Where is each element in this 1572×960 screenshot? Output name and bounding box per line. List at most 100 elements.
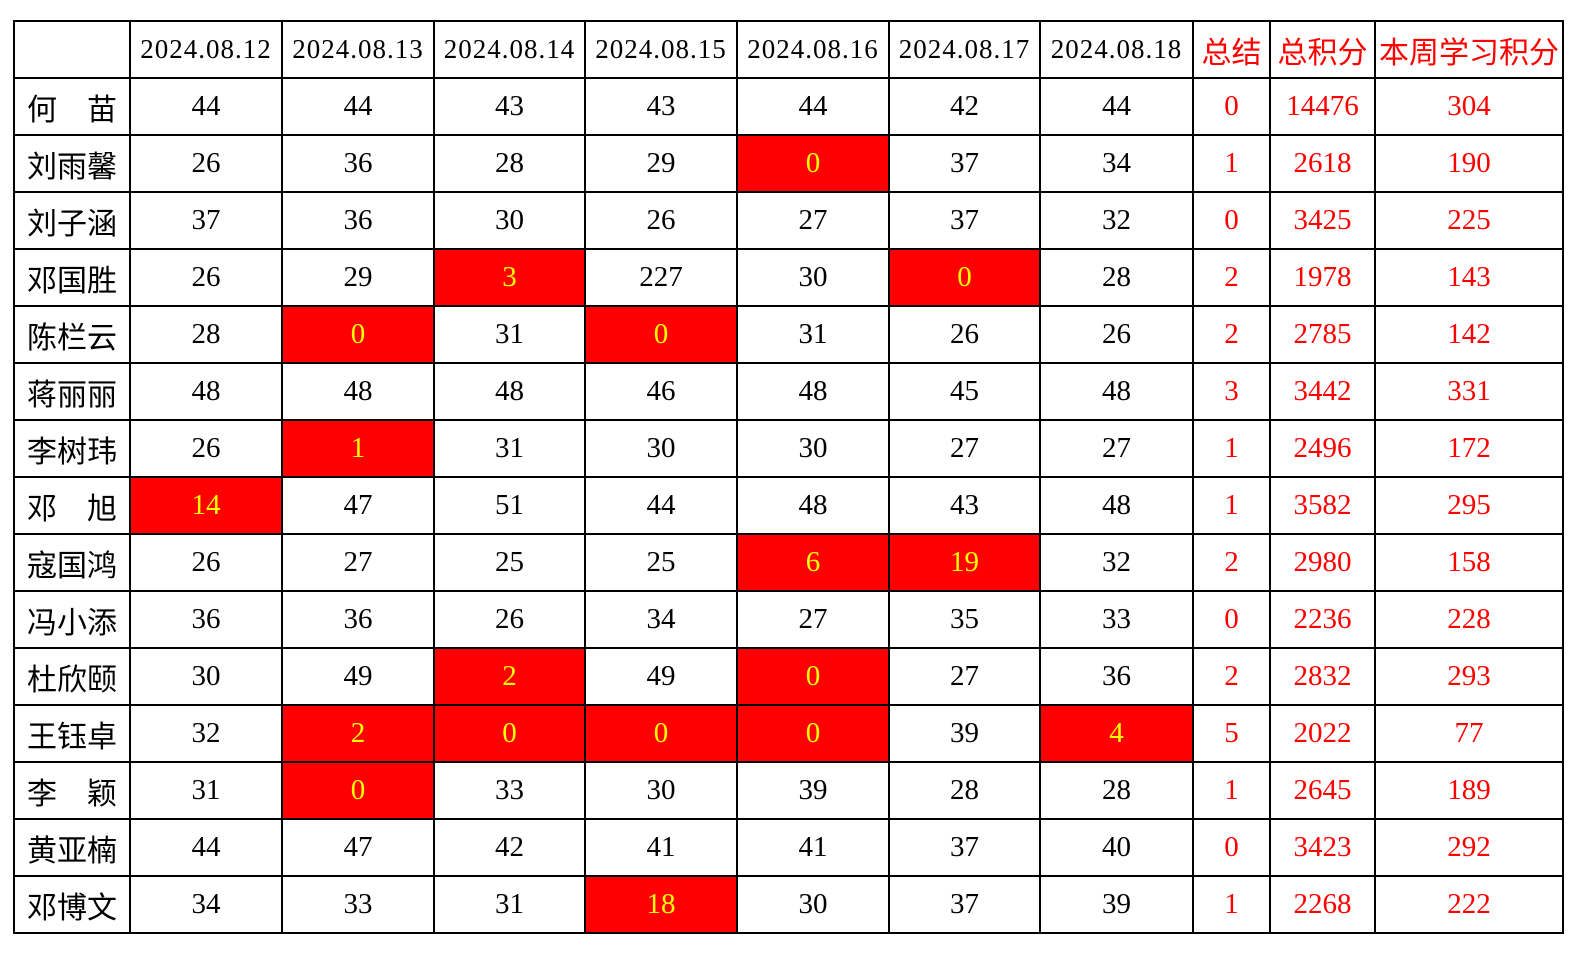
- daily-score-cell: 34: [129, 875, 283, 934]
- daily-score-cell: 25: [584, 533, 738, 592]
- total-cell: 2618: [1269, 134, 1376, 193]
- daily-score-cell: 48: [1039, 362, 1194, 421]
- summary-cell: 1: [1192, 476, 1271, 535]
- daily-score-cell-highlighted: 0: [281, 761, 435, 820]
- daily-score-cell: 48: [281, 362, 435, 421]
- name-character: 杜: [27, 663, 57, 697]
- total-cell: 2645: [1269, 761, 1376, 820]
- name-character: 鸿: [87, 549, 117, 583]
- name-character: 苗: [87, 93, 117, 127]
- week-cell: 142: [1374, 305, 1564, 364]
- daily-score-cell: 31: [433, 419, 586, 478]
- daily-score-cell: 28: [1039, 761, 1194, 820]
- daily-score-cell: 36: [281, 590, 435, 649]
- daily-score-cell: 37: [888, 191, 1041, 250]
- daily-score-cell-highlighted: 18: [584, 875, 738, 934]
- total-cell: 14476: [1269, 77, 1376, 136]
- student-name: 杜欣颐: [16, 655, 128, 699]
- daily-score-cell: 39: [1039, 875, 1194, 934]
- daily-score-cell: 28: [888, 761, 1041, 820]
- daily-score-cell: 27: [888, 419, 1041, 478]
- daily-score-cell: 33: [433, 761, 586, 820]
- week-cell: 77: [1374, 704, 1564, 763]
- daily-score-cell: 33: [281, 875, 435, 934]
- name-character: 文: [87, 891, 117, 925]
- daily-score-cell-highlighted: 0: [736, 704, 890, 763]
- name-character: 蒋: [27, 378, 57, 412]
- daily-score-cell: 33: [1039, 590, 1194, 649]
- name-character: 邓: [27, 891, 57, 925]
- table-row: 李颖 31 0 33 30 39 28 28 1 2645 189: [13, 761, 1564, 820]
- total-cell: 2236: [1269, 590, 1376, 649]
- student-name: 李颖: [16, 769, 128, 813]
- daily-score-cell: 48: [129, 362, 283, 421]
- total-cell: 1978: [1269, 248, 1376, 307]
- daily-score-cell: 37: [888, 875, 1041, 934]
- name-character: 玮: [87, 435, 117, 469]
- name-character: 王: [27, 720, 57, 754]
- name-character: 邓: [27, 264, 57, 298]
- summary-cell: 0: [1192, 818, 1271, 877]
- daily-score-cell: 36: [1039, 647, 1194, 706]
- daily-score-cell: 26: [129, 248, 283, 307]
- daily-score-cell: 26: [129, 134, 283, 193]
- name-character: 李: [27, 777, 57, 811]
- name-character: 丽: [57, 378, 87, 412]
- table-row: 寇国鸿 26 27 25 25 6 19 32 2 2980 158: [13, 533, 1564, 592]
- student-name-cell: 蒋丽丽: [13, 362, 131, 421]
- daily-score-cell: 30: [736, 419, 890, 478]
- table-header: 2024.08.12 2024.08.13 2024.08.14 2024.08.15…: [13, 20, 1564, 79]
- daily-score-cell-highlighted: 0: [281, 305, 435, 364]
- daily-score-cell: 30: [736, 875, 890, 934]
- daily-score-cell: 49: [281, 647, 435, 706]
- daily-score-cell: 44: [1039, 77, 1194, 136]
- daily-score-cell: 30: [736, 248, 890, 307]
- name-column-header: [13, 20, 131, 79]
- daily-score-cell: 27: [736, 191, 890, 250]
- daily-score-cell: 43: [433, 77, 586, 136]
- daily-score-cell: 48: [433, 362, 586, 421]
- table-row: 陈栏云 28 0 31 0 31 26 26 2 2785 142: [13, 305, 1564, 364]
- daily-score-cell: 29: [584, 134, 738, 193]
- daily-score-cell: 29: [281, 248, 435, 307]
- daily-score-cell: 34: [1039, 134, 1194, 193]
- summary-cell: 2: [1192, 647, 1271, 706]
- column-header-total: 总积分: [1269, 20, 1376, 79]
- daily-score-cell-highlighted: 0: [888, 248, 1041, 307]
- name-character: 国: [57, 264, 87, 298]
- daily-score-cell: 45: [888, 362, 1041, 421]
- column-header-week: 本周学习积分: [1374, 20, 1564, 79]
- name-character: 刘: [27, 150, 57, 184]
- daily-score-cell-highlighted: 0: [584, 704, 738, 763]
- daily-score-cell: 42: [433, 818, 586, 877]
- student-name-cell: 邓旭: [13, 476, 131, 535]
- daily-score-cell: 30: [433, 191, 586, 250]
- student-name-cell: 冯小添: [13, 590, 131, 649]
- daily-score-cell: 26: [129, 533, 283, 592]
- student-name: 陈栏云: [16, 313, 128, 357]
- table-row: 邓博文 34 33 31 18 30 37 39 1 2268 222: [13, 875, 1564, 934]
- daily-score-cell: 35: [888, 590, 1041, 649]
- week-cell: 158: [1374, 533, 1564, 592]
- daily-score-cell: 39: [736, 761, 890, 820]
- name-character: 钰: [57, 720, 87, 754]
- name-character: 云: [87, 321, 117, 355]
- column-header-date: 2024.08.15: [584, 20, 738, 79]
- daily-score-cell: 26: [129, 419, 283, 478]
- name-character: 颐: [87, 663, 117, 697]
- week-cell: 304: [1374, 77, 1564, 136]
- student-name: 寇国鸿: [16, 541, 128, 585]
- total-cell: 2980: [1269, 533, 1376, 592]
- total-cell: 2268: [1269, 875, 1376, 934]
- name-character: 胜: [87, 264, 117, 298]
- name-character: 子: [57, 207, 87, 241]
- daily-score-cell: 49: [584, 647, 738, 706]
- student-name-cell: 李颖: [13, 761, 131, 820]
- week-cell: 222: [1374, 875, 1564, 934]
- table-row: 邓国胜 26 29 3 227 30 0 28 2 1978 143: [13, 248, 1564, 307]
- total-cell: 2832: [1269, 647, 1376, 706]
- daily-score-cell: 47: [281, 818, 435, 877]
- name-character: 邓: [27, 492, 57, 526]
- summary-cell: 0: [1192, 191, 1271, 250]
- summary-cell: 0: [1192, 77, 1271, 136]
